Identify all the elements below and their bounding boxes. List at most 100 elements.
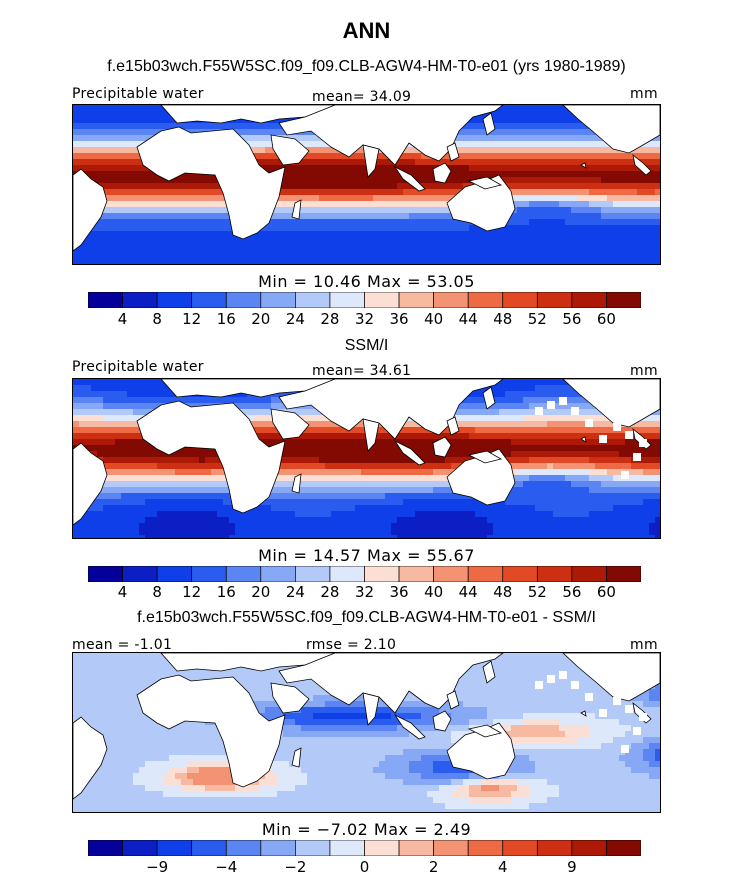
- colorbar-tick-label: 36: [389, 583, 409, 601]
- landmass-madagascar: [291, 747, 302, 768]
- colorbar-box: [88, 840, 123, 856]
- landmass-newguinea: [467, 724, 503, 738]
- landmass-sumatra: [393, 165, 426, 192]
- colorbar-box: [225, 292, 262, 308]
- landmass-newguinea: [467, 450, 503, 464]
- missing-data-cell: [621, 471, 629, 479]
- colorbar-box: [295, 840, 331, 856]
- colorbar-box: [225, 840, 262, 856]
- colorbar-box: [536, 292, 573, 308]
- colorbar-box: [467, 840, 504, 856]
- colorbar-box: [398, 566, 434, 582]
- missing-data-cell: [571, 681, 579, 689]
- obs-colorbar: [88, 566, 641, 582]
- missing-data-cell: [621, 745, 629, 753]
- model-map-panel: [72, 104, 661, 265]
- colorbar-tick-label: 2: [428, 858, 439, 876]
- colorbar-tick-label: 4: [497, 858, 508, 876]
- colorbar-tick-label: 56: [562, 583, 582, 601]
- figure-title: ANN: [342, 18, 391, 43]
- landmass-hawaii: [580, 162, 587, 169]
- missing-data-cell: [341, 657, 349, 665]
- landmass-japan: [482, 660, 496, 684]
- colorbar-box: [502, 566, 538, 582]
- colorbar-box: [571, 292, 607, 308]
- colorbar-box: [433, 292, 469, 308]
- colorbar-box: [295, 292, 331, 308]
- colorbar-box: [156, 840, 193, 856]
- colorbar-box: [295, 566, 331, 582]
- landmass-asia: [278, 653, 504, 714]
- colorbar-tick-label: 40: [424, 583, 444, 601]
- colorbar-box: [260, 566, 296, 582]
- missing-data-cell: [613, 423, 621, 431]
- model-colorbar: [88, 292, 641, 308]
- colorbar-tick-label: 16: [216, 583, 236, 601]
- missing-data-cell: [585, 419, 593, 427]
- diff-panel-title: f.e15b03wch.F55W5SC.f09_f09.CLB-AGW4-HM-…: [137, 609, 596, 626]
- colorbar-box: [536, 840, 573, 856]
- colorbar-tick-label: 8: [152, 310, 162, 328]
- missing-data-cell: [371, 667, 379, 675]
- colorbar-box: [156, 292, 193, 308]
- colorbar-tick-label: 20: [251, 310, 271, 328]
- colorbar-box: [571, 840, 607, 856]
- colorbar-box: [606, 840, 641, 856]
- colorbar-tick-label: 24: [285, 310, 305, 328]
- obs-colorbar-labels: 4 8 12 16 20 24 28 32 36 40 44 48 52 56 60: [0, 583, 733, 603]
- colorbar-box: [467, 566, 504, 582]
- colorbar-tick-label: 16: [216, 310, 236, 328]
- obs-mean-label: mean= 34.61: [312, 363, 412, 379]
- landmass-india: [362, 692, 380, 726]
- colorbar-tick-label: 12: [182, 583, 202, 601]
- colorbar-tick-label: 48: [493, 583, 513, 601]
- colorbar-tick-label: 8: [152, 583, 162, 601]
- diff-map: [73, 653, 660, 812]
- colorbar-tick-label: 56: [562, 310, 582, 328]
- landmass-southamerica: [73, 442, 108, 526]
- obs-map-panel: [72, 378, 661, 539]
- landmass-japan: [482, 112, 496, 136]
- missing-data-cell: [639, 439, 647, 447]
- colorbar-box: [88, 292, 123, 308]
- colorbar-tick-label: 4: [117, 583, 128, 601]
- landmass-philippines: [446, 142, 460, 162]
- landmass-arabia: [270, 682, 310, 714]
- colorbar-tick-label: 0: [359, 858, 370, 876]
- model-unit-label: mm: [630, 86, 658, 102]
- colorbar-tick-label: 48: [493, 310, 513, 328]
- model-panel-title: f.e15b03wch.F55W5SC.f09_f09.CLB-AGW4-HM-…: [107, 58, 626, 75]
- colorbar-box: [502, 292, 538, 308]
- colorbar-box: [606, 292, 641, 308]
- diff-mean-label: mean = -1.01: [72, 637, 173, 653]
- colorbar-box: [329, 566, 365, 582]
- colorbar-box: [329, 292, 365, 308]
- colorbar-box: [364, 840, 400, 856]
- obs-map: [73, 379, 660, 538]
- colorbar-box: [122, 292, 158, 308]
- diff-colorbar-labels: −9 −4 −2 0 2 4 9: [0, 858, 733, 878]
- colorbar-box: [191, 292, 227, 308]
- landmass-southamerica: [73, 168, 108, 252]
- colorbar-tick-label: 28: [320, 310, 340, 328]
- missing-data-cell: [613, 697, 621, 705]
- missing-data-cell: [625, 705, 633, 713]
- landmass-newguinea: [467, 176, 503, 190]
- missing-data-cell: [535, 407, 543, 415]
- colorbar-box: [536, 566, 573, 582]
- colorbar-box: [606, 566, 641, 582]
- landmass-india: [362, 144, 380, 178]
- colorbar-box: [260, 840, 296, 856]
- landmass-arabia: [270, 134, 310, 166]
- missing-data-cell: [355, 389, 363, 397]
- missing-data-cell: [585, 693, 593, 701]
- colorbar-tick-label: 52: [527, 583, 547, 601]
- obs-min-max: Min = 14.57 Max = 55.67: [258, 546, 475, 565]
- obs-panel-title: SSM/I: [344, 337, 389, 354]
- landmass-centralam: [632, 154, 652, 176]
- landmass-africa: [136, 400, 286, 514]
- colorbar-box: [467, 292, 504, 308]
- landmass-asia: [278, 105, 504, 166]
- colorbar-tick-label: −4: [215, 858, 238, 876]
- model-variable-label: Precipitable water: [72, 86, 204, 102]
